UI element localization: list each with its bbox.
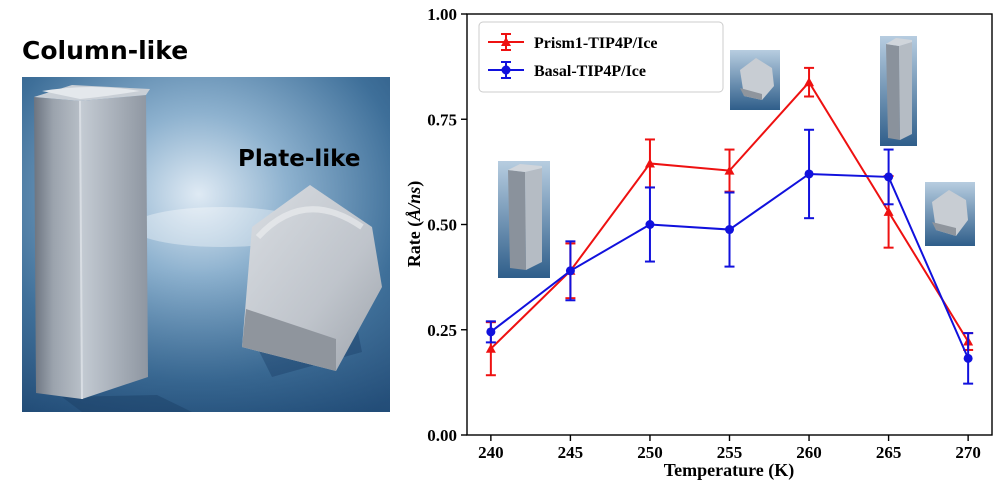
legend-entry: Basal-TIP4P/Ice — [488, 61, 646, 80]
data-point — [644, 158, 655, 168]
legend: Prism1-TIP4P/Ice Basal-TIP4P/Ice — [478, 21, 724, 93]
series-basal — [485, 128, 974, 385]
column-crystal-shape — [34, 85, 150, 400]
data-point — [963, 353, 973, 363]
y-tick-label: 0.25 — [427, 321, 457, 340]
data-point — [804, 77, 815, 87]
y-axis-label-unit-angstrom: Å — [404, 209, 424, 222]
y-tick-label: 0.75 — [427, 110, 457, 129]
y-axis-label: Rate (Å/ns) — [404, 181, 425, 268]
crystal-render-scene — [22, 77, 390, 412]
x-tick-label: 245 — [558, 443, 584, 462]
crystal-illustration-panel: Column-like — [0, 0, 400, 489]
x-axis-label: Temperature (K) — [664, 460, 794, 481]
series-layer — [485, 66, 974, 385]
column-crystal-thumbnail — [498, 161, 550, 278]
legend-marker — [501, 37, 511, 46]
x-tick-label: 270 — [955, 443, 981, 462]
data-point — [724, 165, 735, 175]
data-point — [804, 169, 814, 179]
column-like-label: Column-like — [22, 36, 189, 65]
legend-entry: Prism1-TIP4P/Ice — [488, 33, 658, 52]
data-point — [645, 220, 655, 229]
rate-vs-temperature-chart: 0.00 0.25 0.50 0.75 1.00 240 245 250 255 260 265 2… — [400, 0, 1000, 489]
data-point — [486, 327, 496, 337]
y-axis-label-prefix: Rate ( — [404, 221, 425, 267]
x-axis: 240 245 250 255 260 265 270 — [478, 435, 981, 462]
chart-svg: 0.000.250.500.751.00 240 245 250 255 260 265 2… — [404, 5, 993, 481]
x-tick-label: 265 — [876, 443, 902, 462]
x-tick-label: 240 — [478, 443, 504, 462]
data-point — [884, 172, 894, 182]
y-axis-label-suffix: ) — [404, 181, 425, 187]
x-tick-label: 255 — [717, 443, 743, 462]
plate-crystal-shape — [242, 185, 382, 371]
y-axis-label-unit-slash: / — [404, 202, 424, 211]
y-tick-label: 1.00 — [427, 5, 457, 24]
legend-label: Basal-TIP4P/Ice — [534, 63, 646, 80]
column-crystal-thumbnail — [880, 36, 917, 146]
y-axis: 0.00 0.25 0.50 0.75 1.00 — [427, 5, 467, 445]
data-point — [485, 343, 496, 353]
legend-label: Prism1-TIP4P/Ice — [534, 35, 658, 52]
plate-crystal-thumbnail — [925, 182, 975, 246]
y-tick-label: 0.50 — [427, 216, 457, 235]
plate-crystal-thumbnail — [730, 50, 780, 110]
x-tick-label: 250 — [637, 443, 663, 462]
crystal-render-image — [22, 77, 390, 412]
plate-like-label: Plate-like — [238, 146, 361, 172]
x-tick-label: 260 — [796, 443, 822, 462]
legend-marker — [501, 65, 511, 75]
data-point — [725, 225, 734, 235]
data-point — [565, 266, 575, 276]
y-tick-label: 0.00 — [427, 426, 457, 445]
legend-box — [478, 21, 724, 93]
data-point — [883, 206, 894, 216]
y-axis-label-unit-ns: ns — [404, 187, 424, 204]
